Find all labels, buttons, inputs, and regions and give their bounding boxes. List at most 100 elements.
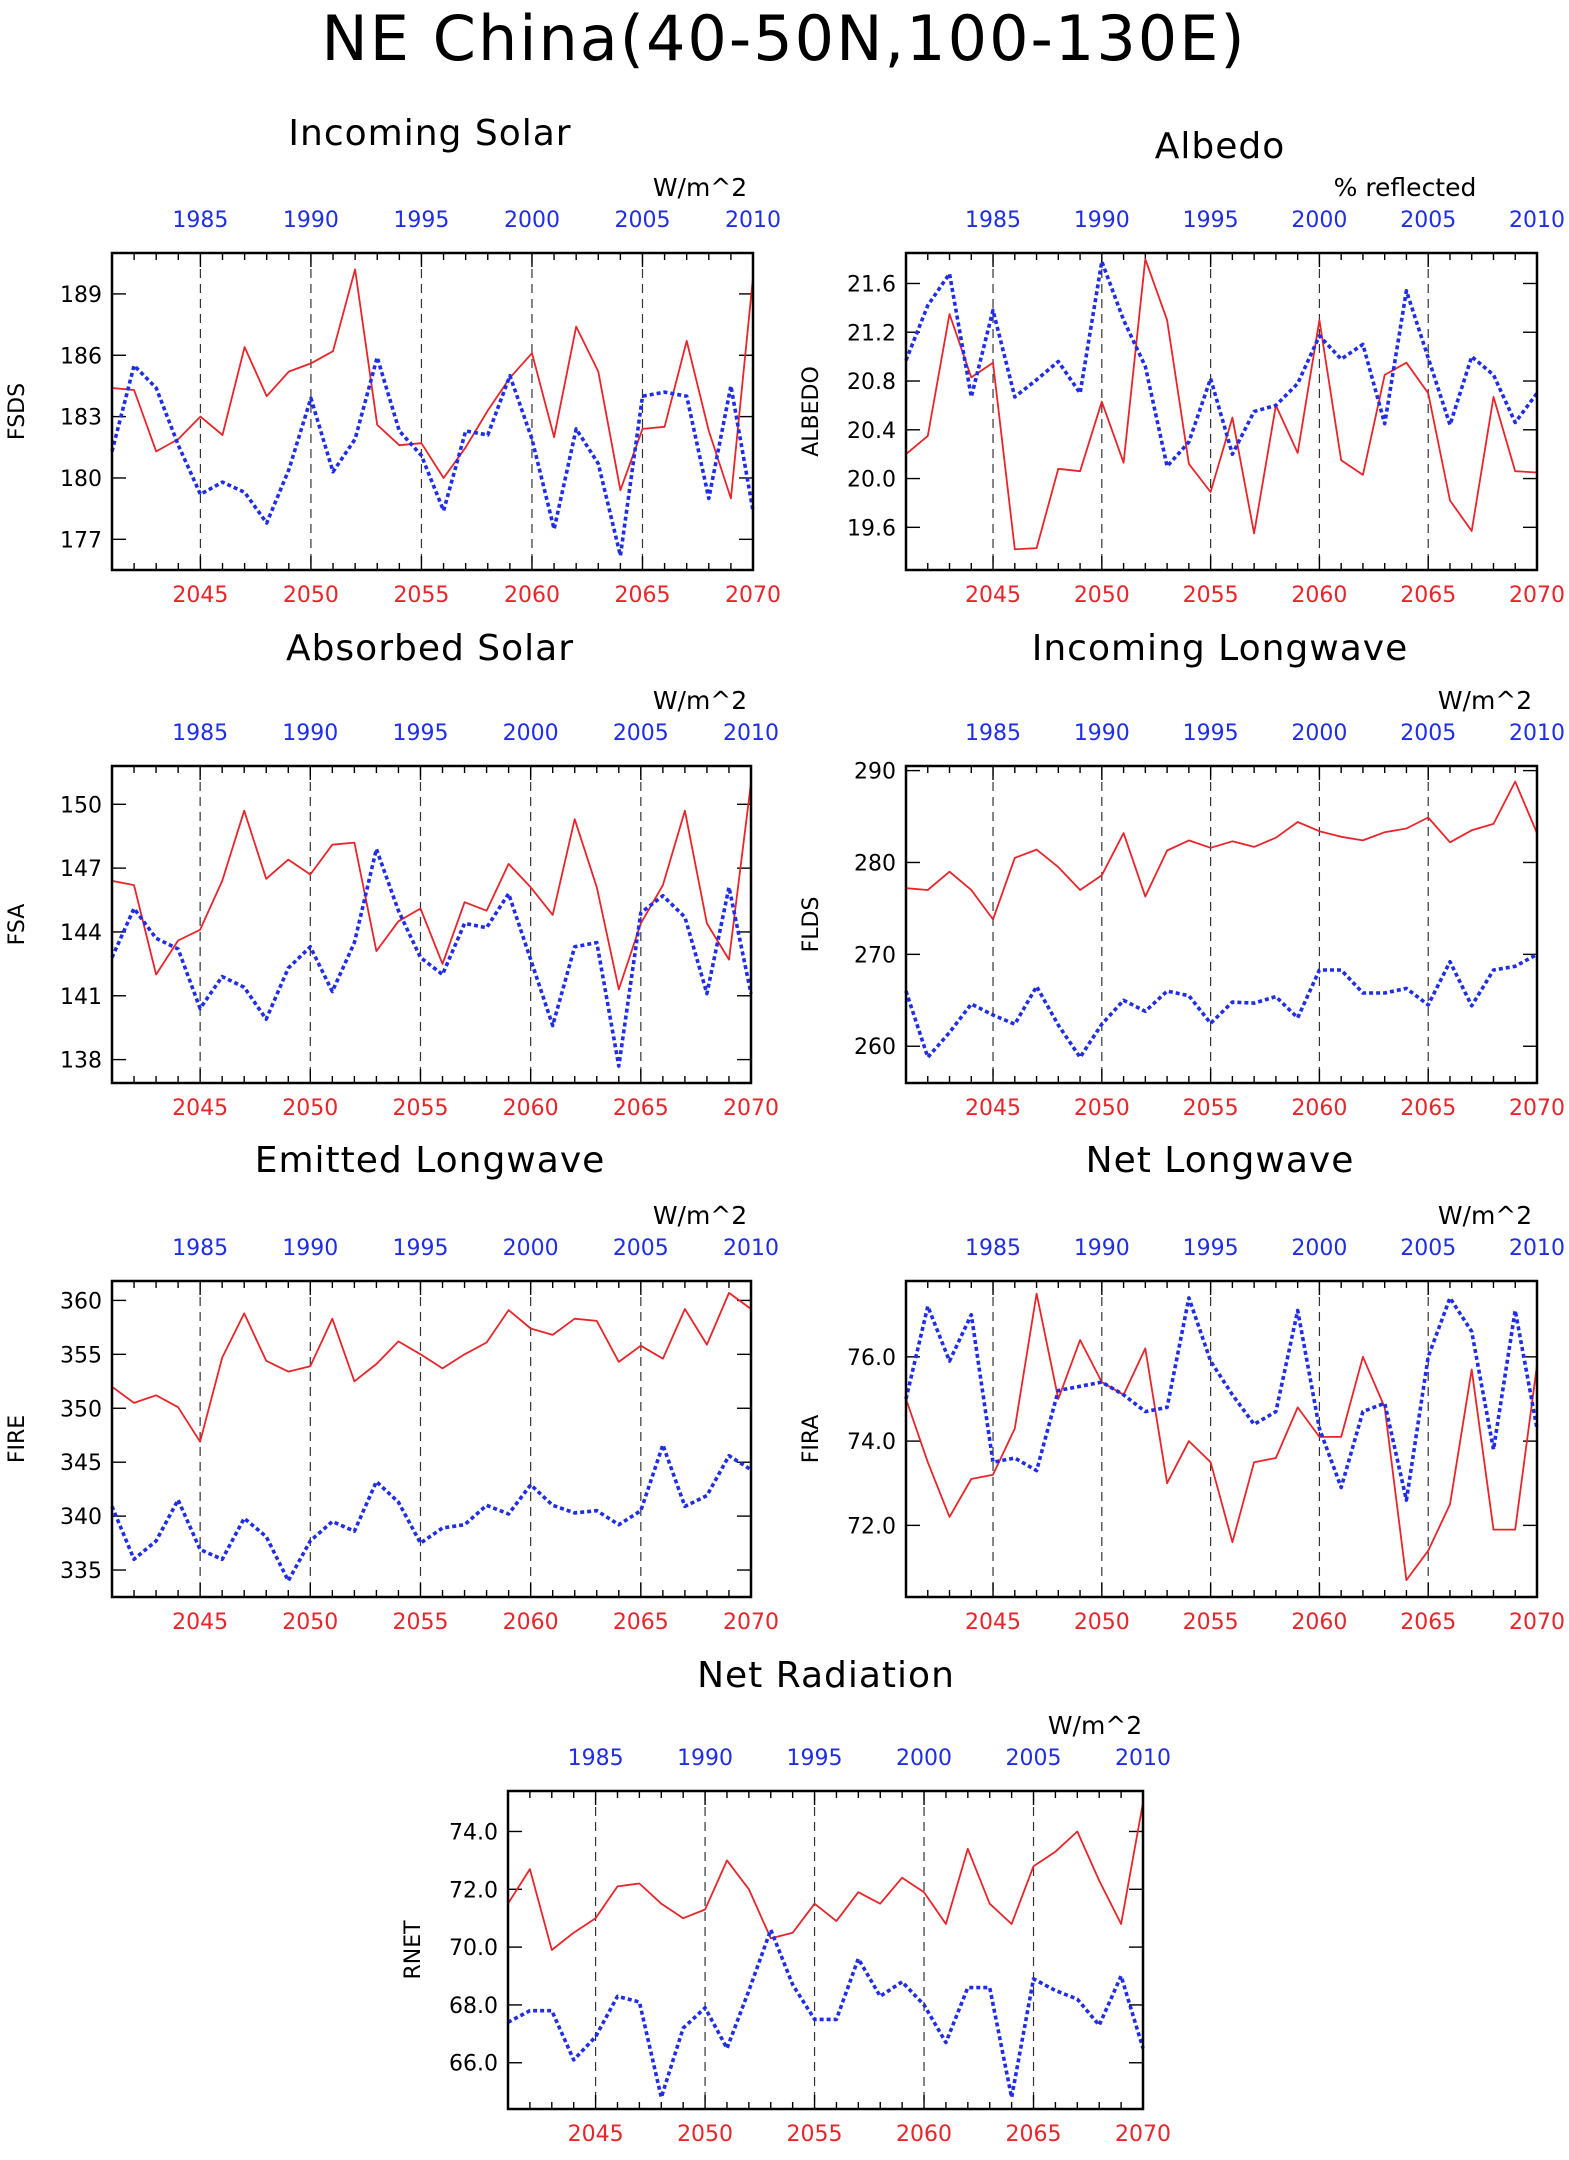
x-tick-label-top: 1985 <box>965 208 1021 233</box>
panels: Incoming Solar W/m^2 FSDS 2045 2050 2055 2060 2… <box>5 113 1565 2147</box>
blue-series-line <box>110 355 755 558</box>
x-tick-label-bottom: 2045 <box>568 2122 624 2147</box>
y-tick-label: 20.4 <box>847 419 896 444</box>
y-tick-label: 144 <box>60 921 102 946</box>
x-tick-label-top: 1995 <box>1183 721 1239 746</box>
panel-title: Net Longwave <box>1086 1140 1355 1181</box>
x-tick-label-bottom: 2045 <box>965 1096 1021 1121</box>
x-tick-label-bottom: 2065 <box>1006 2122 1062 2147</box>
x-tick-label-bottom: 2070 <box>1509 1610 1565 1635</box>
x-tick-label-top: 1990 <box>1074 208 1130 233</box>
units-label: W/m^2 <box>1438 686 1532 715</box>
y-tick-label: 72.0 <box>847 1514 896 1539</box>
y-tick-label: 355 <box>60 1343 102 1368</box>
x-tick-label-bottom: 2065 <box>1400 583 1456 608</box>
x-tick-label-top: 2005 <box>1400 721 1456 746</box>
panel-fsa: Absorbed Solar W/m^2 FSA 2045 2050 2055 2060 20… <box>5 628 779 1121</box>
x-tick-label-bottom: 2065 <box>614 583 670 608</box>
y-tick-label: 66.0 <box>449 2052 498 2077</box>
y-tick-label: 141 <box>60 985 102 1010</box>
x-tick-label-top: 2010 <box>1509 721 1565 746</box>
x-tick-label-top: 2000 <box>503 1236 559 1261</box>
x-tick-label-bottom: 2070 <box>1509 1096 1565 1121</box>
x-tick-label-bottom: 2065 <box>613 1096 669 1121</box>
x-tick-label-top: 2000 <box>1291 721 1347 746</box>
x-tick-label-top: 2010 <box>723 1236 779 1261</box>
x-tick-label-bottom: 2060 <box>503 1096 559 1121</box>
y-tick-label: 280 <box>854 851 896 876</box>
x-tick-label-top: 1990 <box>282 1236 338 1261</box>
y-axis-label: FIRE <box>5 1415 30 1463</box>
x-tick-label-top: 1985 <box>172 208 228 233</box>
x-tick-label-top: 2005 <box>613 1236 669 1261</box>
panel-title: Emitted Longwave <box>255 1140 606 1181</box>
x-tick-label-bottom: 2060 <box>1291 583 1347 608</box>
panel-title: Absorbed Solar <box>286 628 574 669</box>
units-label: W/m^2 <box>653 173 747 202</box>
y-tick-label: 360 <box>60 1289 102 1314</box>
red-series-line <box>905 1292 1538 1581</box>
panel-rnet: Net Radiation W/m^2 RNET 2045 2050 2055 2060 20… <box>401 1655 1171 2147</box>
x-tick-label-bottom: 2045 <box>965 583 1021 608</box>
blue-series-line <box>110 1443 752 1583</box>
y-tick-label: 70.0 <box>449 1936 498 1961</box>
blue-series-line <box>904 259 1539 469</box>
y-tick-label: 147 <box>60 857 102 882</box>
y-tick-label: 270 <box>854 943 896 968</box>
y-tick-label: 180 <box>60 467 102 492</box>
x-tick-label-bottom: 2055 <box>1183 1610 1239 1635</box>
x-tick-label-top: 2000 <box>503 721 559 746</box>
x-tick-label-bottom: 2060 <box>503 1610 559 1635</box>
y-tick-label: 20.0 <box>847 468 896 493</box>
x-tick-label-top: 2005 <box>613 721 669 746</box>
y-tick-label: 335 <box>60 1559 102 1584</box>
x-tick-label-top: 2000 <box>1291 1236 1347 1261</box>
x-tick-label-bottom: 2045 <box>965 1610 1021 1635</box>
y-tick-label: 21.2 <box>847 321 896 346</box>
x-tick-label-bottom: 2060 <box>1291 1610 1347 1635</box>
units-label: W/m^2 <box>1438 1201 1532 1230</box>
red-series-line <box>507 1802 1144 1951</box>
x-tick-label-bottom: 2045 <box>172 1096 228 1121</box>
x-tick-label-top: 2010 <box>723 721 779 746</box>
y-tick-label: 76.0 <box>847 1346 896 1371</box>
y-tick-label: 350 <box>60 1397 102 1422</box>
x-tick-label-bottom: 2065 <box>1400 1096 1456 1121</box>
units-label: W/m^2 <box>1048 1711 1142 1740</box>
panel-albedo: Albedo % reflected ALBEDO 2045 2050 2055 2060 2… <box>799 126 1565 608</box>
plot-frame <box>110 1279 753 1599</box>
panel-flds: Incoming Longwave W/m^2 FLDS 2045 2050 2055 20… <box>799 628 1565 1121</box>
x-tick-label-top: 2000 <box>504 208 560 233</box>
red-series-line <box>111 268 754 500</box>
y-tick-label: 177 <box>60 528 102 553</box>
x-tick-label-bottom: 2060 <box>1291 1096 1347 1121</box>
x-tick-label-top: 2005 <box>1400 208 1456 233</box>
panel-fsds: Incoming Solar W/m^2 FSDS 2045 2050 2055 2060 2… <box>5 113 781 608</box>
y-tick-label: 72.0 <box>449 1878 498 1903</box>
x-tick-label-bottom: 2045 <box>172 1610 228 1635</box>
x-tick-label-top: 2010 <box>1509 208 1565 233</box>
red-series-line <box>111 1292 752 1443</box>
x-tick-label-bottom: 2050 <box>283 583 339 608</box>
x-tick-label-bottom: 2070 <box>723 1610 779 1635</box>
y-axis-label: RNET <box>401 1920 426 1980</box>
x-tick-label-bottom: 2065 <box>613 1610 669 1635</box>
x-tick-label-top: 1990 <box>677 1746 733 1771</box>
y-tick-label: 183 <box>60 406 102 431</box>
y-tick-label: 150 <box>60 793 102 818</box>
red-series-line <box>905 780 1538 921</box>
x-tick-label-bottom: 2070 <box>725 583 781 608</box>
x-tick-label-top: 1995 <box>1183 1236 1239 1261</box>
x-tick-label-top: 1990 <box>1074 1236 1130 1261</box>
x-tick-label-top: 2000 <box>896 1746 952 1771</box>
x-tick-label-top: 1985 <box>568 1746 624 1771</box>
x-tick-label-bottom: 2050 <box>1074 583 1130 608</box>
panel-title: Incoming Longwave <box>1032 628 1409 669</box>
x-tick-label-bottom: 2055 <box>392 1096 448 1121</box>
x-tick-label-bottom: 2050 <box>1074 1096 1130 1121</box>
x-tick-label-bottom: 2050 <box>282 1096 338 1121</box>
x-tick-label-top: 1985 <box>965 721 1021 746</box>
x-tick-label-bottom: 2050 <box>1074 1610 1130 1635</box>
y-tick-label: 74.0 <box>847 1430 896 1455</box>
x-tick-label-top: 1985 <box>172 1236 228 1261</box>
